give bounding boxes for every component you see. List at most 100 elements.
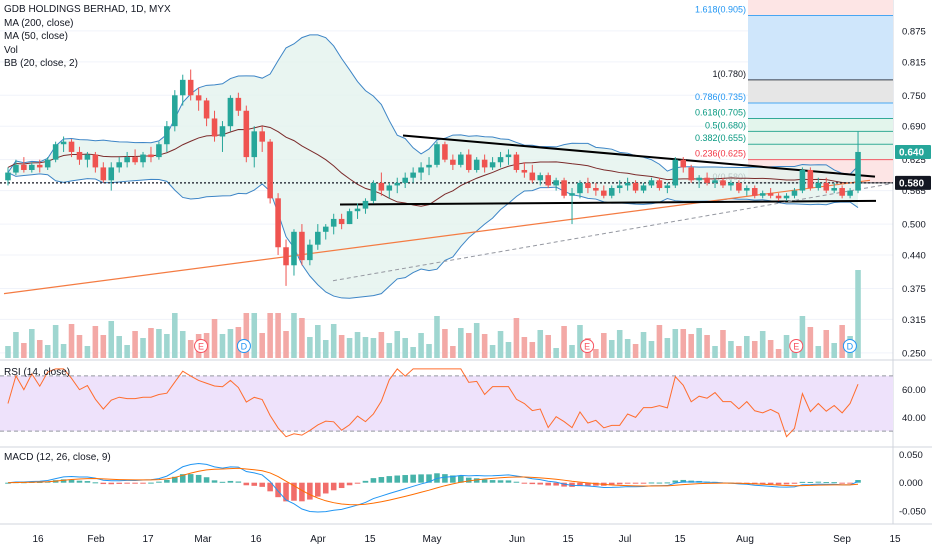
macd-histogram-bar bbox=[489, 480, 496, 483]
volume-bar bbox=[148, 328, 154, 358]
event-marker bbox=[789, 339, 804, 353]
volume-bar bbox=[76, 335, 83, 358]
price-axis-tick: 0.815 bbox=[902, 57, 926, 68]
candle-body bbox=[458, 154, 464, 165]
symbol-title[interactable]: GDB HOLDINGS BERHAD, 1D, MYX bbox=[4, 4, 171, 15]
volume-bar bbox=[156, 329, 162, 358]
candle-body bbox=[616, 185, 623, 189]
price-axis-tick: 0.565 bbox=[902, 186, 926, 197]
candle-body bbox=[839, 188, 845, 196]
volume-bar bbox=[219, 334, 226, 358]
candle-body bbox=[259, 131, 265, 142]
volume-bar bbox=[92, 326, 99, 358]
volume-bar bbox=[823, 330, 830, 358]
macd-axis-tick: 0.000 bbox=[899, 478, 923, 489]
candle-body bbox=[505, 154, 512, 158]
macd-pane-label[interactable]: MACD (12, 26, close, 9) bbox=[4, 452, 111, 463]
ma200-legend[interactable]: MA (200, close) bbox=[4, 17, 74, 29]
volume-bar bbox=[13, 332, 19, 358]
time-axis-label: Sep bbox=[833, 534, 851, 545]
macd-histogram-bar bbox=[315, 482, 321, 497]
candle-body bbox=[156, 144, 162, 158]
macd-histogram-bar bbox=[164, 479, 170, 483]
volume-bar bbox=[402, 338, 408, 358]
macd-histogram-bar bbox=[92, 482, 99, 484]
macd-histogram-bar bbox=[847, 482, 853, 484]
volume-bar bbox=[187, 340, 194, 358]
volume-bar bbox=[736, 346, 742, 358]
macd-histogram-bar bbox=[132, 482, 138, 484]
candle-body bbox=[60, 141, 67, 145]
volume-bar bbox=[505, 342, 512, 358]
macd-axis-tick: -0.050 bbox=[899, 506, 926, 517]
macd-histogram-bar bbox=[283, 482, 289, 502]
macd-histogram-bar bbox=[172, 476, 178, 483]
time-axis-label: 16 bbox=[250, 534, 262, 545]
volume-bar bbox=[21, 343, 27, 358]
candle-body bbox=[561, 180, 567, 196]
candle-body bbox=[664, 185, 671, 189]
volume-bar bbox=[648, 341, 655, 358]
vol-legend[interactable]: Vol bbox=[4, 44, 18, 56]
time-axis-label: 15 bbox=[674, 534, 686, 545]
candle-body bbox=[744, 188, 750, 191]
volume-bar bbox=[259, 333, 265, 358]
macd-histogram-bar bbox=[346, 482, 353, 486]
candle-body bbox=[370, 182, 377, 201]
volume-bar bbox=[283, 331, 289, 358]
macd-histogram-bar bbox=[545, 482, 551, 486]
macd-histogram-bar bbox=[267, 482, 273, 492]
candle-body bbox=[299, 231, 305, 261]
candle-body bbox=[338, 218, 345, 225]
candle-body bbox=[394, 182, 401, 186]
fib-zone bbox=[748, 118, 893, 132]
macd-histogram-bar bbox=[386, 476, 393, 483]
macd-histogram-bar bbox=[624, 482, 631, 484]
volume-bar bbox=[561, 326, 567, 358]
volume-bar bbox=[450, 346, 456, 358]
event-marker-label: E bbox=[793, 342, 799, 352]
candle-body bbox=[148, 154, 154, 158]
volume-bar bbox=[712, 346, 718, 358]
candle-body bbox=[442, 144, 448, 160]
candle-body bbox=[315, 231, 321, 245]
ma50-legend[interactable]: MA (50, close) bbox=[4, 31, 68, 42]
rsi-pane-label[interactable]: RSI (14, close) bbox=[4, 367, 71, 378]
candle-body bbox=[847, 190, 853, 196]
volume-bar bbox=[767, 340, 774, 358]
volume-bar bbox=[553, 348, 559, 358]
macd-histogram-bar bbox=[354, 482, 361, 484]
candle-body bbox=[235, 97, 242, 111]
bb-legend[interactable]: BB (20, close, 2) bbox=[4, 58, 78, 69]
macd-histogram bbox=[5, 473, 861, 502]
fib-zone bbox=[748, 144, 893, 160]
macd-histogram-bar bbox=[672, 480, 679, 483]
candle-body bbox=[402, 177, 408, 183]
rsi-axis-tick: 40.00 bbox=[902, 413, 926, 424]
volume-bar bbox=[418, 333, 424, 358]
candle-body bbox=[815, 182, 822, 189]
volume-bar bbox=[354, 332, 361, 358]
macd-histogram-bar bbox=[608, 482, 615, 486]
candle-body bbox=[68, 141, 75, 152]
volume-bar bbox=[577, 325, 583, 358]
volume-bar bbox=[442, 329, 448, 358]
rsi-axis-tick: 60.00 bbox=[902, 385, 926, 396]
macd-histogram-bar bbox=[307, 482, 313, 500]
volume-bar bbox=[52, 325, 59, 358]
volume-bar bbox=[322, 340, 329, 358]
volume-bar bbox=[537, 330, 544, 358]
volume-bar bbox=[815, 346, 822, 358]
volume-bar bbox=[799, 316, 806, 358]
macd-histogram-bar bbox=[593, 482, 599, 486]
candle-body bbox=[386, 185, 393, 191]
candle-body bbox=[736, 182, 742, 191]
macd-axis-tick: 0.050 bbox=[899, 450, 923, 461]
candle-body bbox=[36, 164, 43, 168]
candle-body bbox=[799, 169, 806, 191]
volume-bar bbox=[545, 335, 551, 358]
volume-bar bbox=[696, 328, 702, 358]
price-axis-tick: 0.250 bbox=[902, 348, 926, 359]
macd-histogram-bar bbox=[648, 482, 655, 484]
